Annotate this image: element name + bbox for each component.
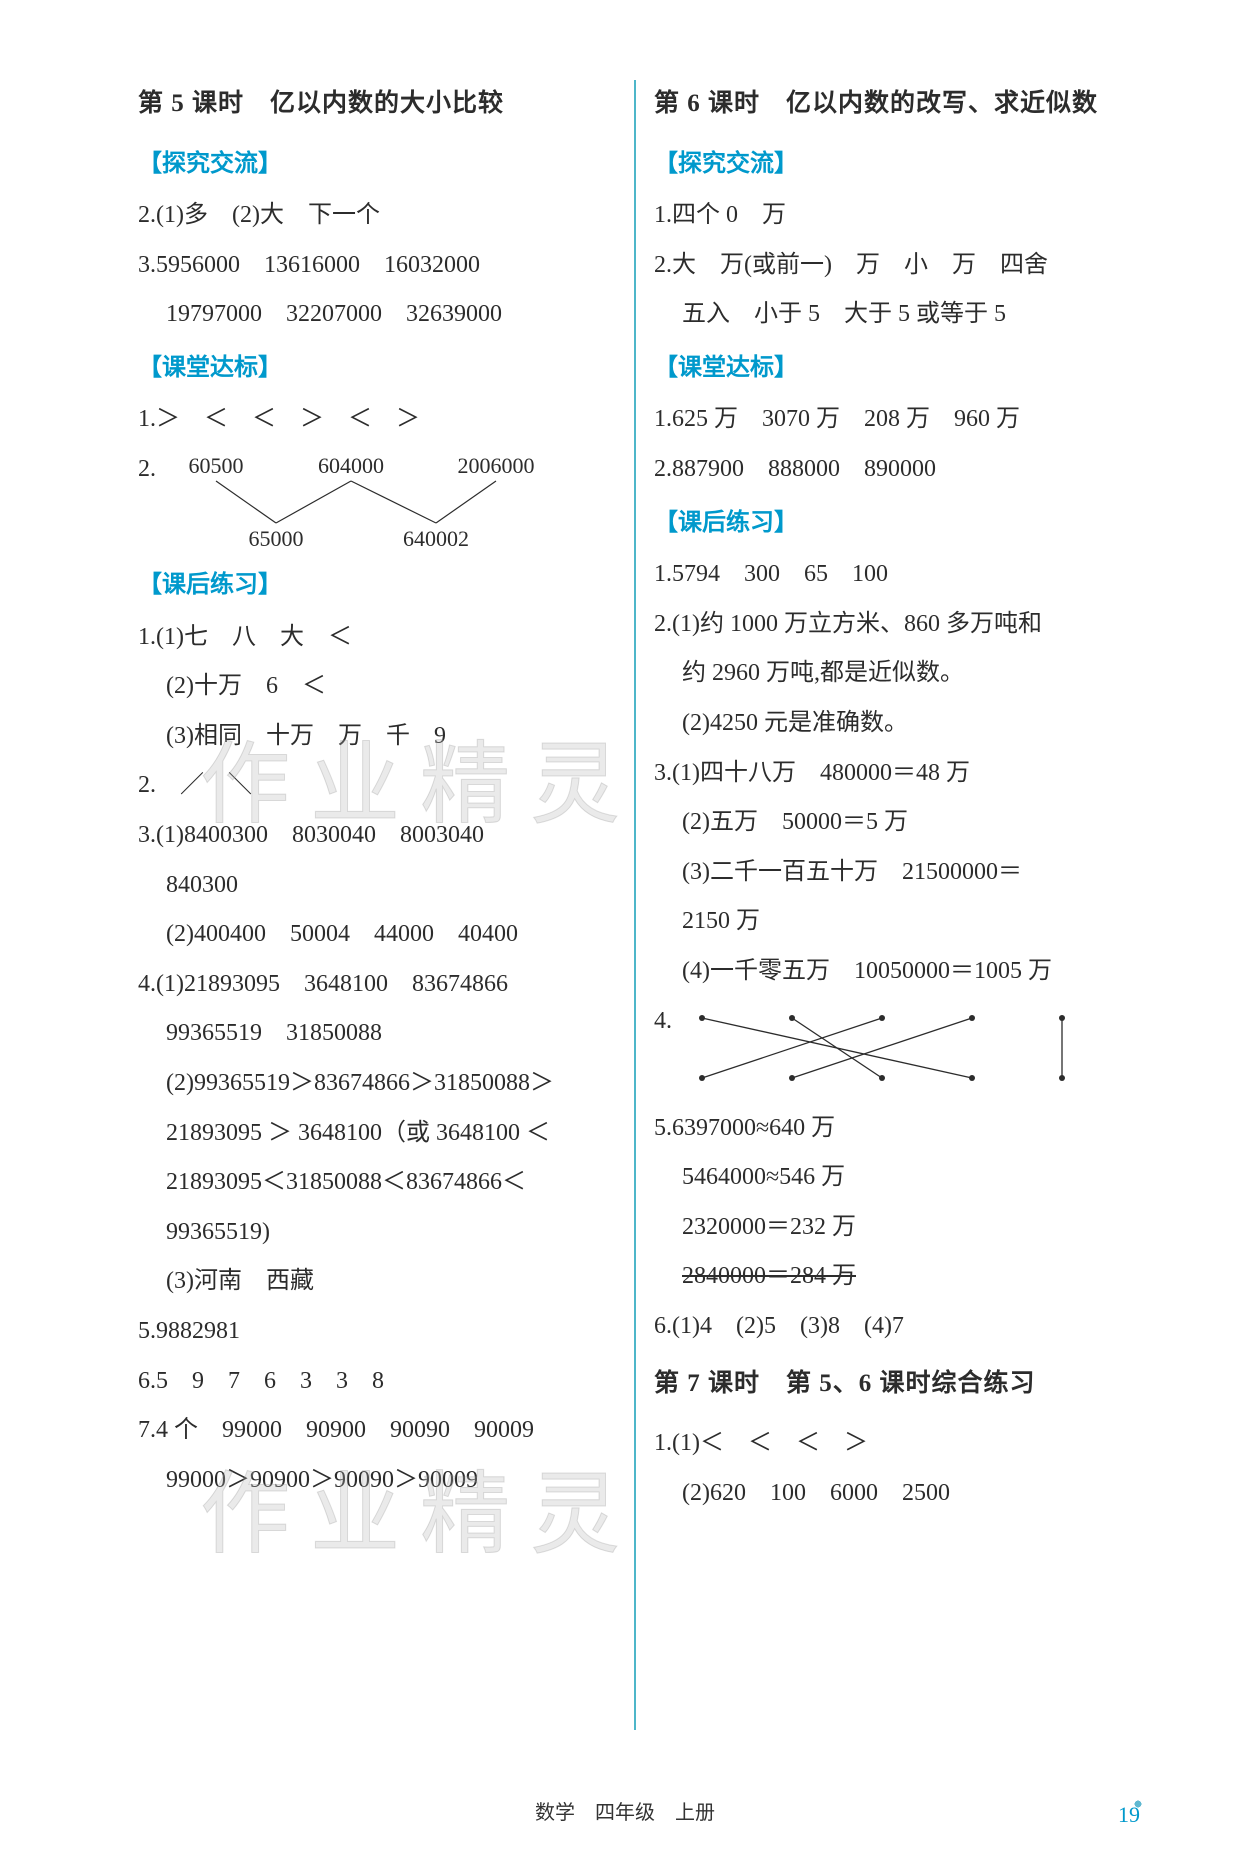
text-line: (2)十万 6 ＜ — [138, 664, 616, 710]
text-line: 6.5 9 7 6 3 3 8 — [138, 1359, 616, 1405]
text-line: 1.＞ ＜ ＜ ＞ ＜ ＞ — [138, 397, 616, 443]
text-line: 2.大 万(或前一) 万 小 万 四舍 — [654, 243, 1132, 289]
item-number: 4. — [654, 999, 672, 1045]
matching-row: 4. — [654, 999, 1132, 1102]
text-line: (2)五万 50000＝5 万 — [654, 800, 1132, 846]
right-column: 第 6 课时 亿以内数的改写、求近似数 【探究交流】 1.四个 0 万 2.大 … — [636, 80, 1150, 1730]
text-line: 约 2960 万吨,都是近似数。 — [654, 651, 1132, 697]
text-line: (3)相同 十万 万 千 9 — [138, 714, 616, 760]
left-practice-header: 【课后练习】 — [138, 563, 616, 609]
text-line: 1.(1)＜ ＜ ＜ ＞ — [654, 1421, 1132, 1467]
item-number: 2. — [138, 447, 156, 493]
text-line: (2)620 100 6000 2500 — [654, 1471, 1132, 1517]
page-number: 19 — [1118, 1794, 1140, 1836]
left-class-header: 【课堂达标】 — [138, 346, 616, 392]
svg-text:2006000: 2006000 — [458, 453, 535, 478]
right-explore-header: 【探究交流】 — [654, 142, 1132, 188]
text-line: 19797000 32207000 32639000 — [138, 292, 616, 338]
matching-diagram — [672, 1003, 1092, 1098]
text-line: 5.9882981 — [138, 1309, 616, 1355]
text-line: 5464000≈546 万 — [654, 1155, 1132, 1201]
text-line: 21893095＜31850088＜83674866＜ — [138, 1160, 616, 1206]
text-line: 3.5956000 13616000 16032000 — [138, 243, 616, 289]
text-line: 3.(1)四十八万 480000＝48 万 — [654, 751, 1132, 797]
text-line: (4)一千零五万 10050000＝1005 万 — [654, 949, 1132, 995]
text-line: (2)400400 50004 44000 40400 — [138, 912, 616, 958]
lesson-5-title: 第 5 课时 亿以内数的大小比较 — [138, 80, 616, 128]
text-line: 840300 — [138, 863, 616, 909]
text-line: 2150 万 — [654, 899, 1132, 945]
text-line: (3)二千一百五十万 21500000＝ — [654, 850, 1132, 896]
left-explore-header: 【探究交流】 — [138, 142, 616, 188]
text-line: 五入 小于 5 大于 5 或等于 5 — [654, 292, 1132, 338]
two-column-layout: 第 5 课时 亿以内数的大小比较 【探究交流】 2.(1)多 (2)大 下一个 … — [120, 80, 1150, 1730]
lesson-7-title: 第 7 课时 第 5、6 课时综合练习 — [654, 1360, 1132, 1408]
text-line: 2320000＝232 万 — [654, 1205, 1132, 1251]
text-line: 2.(1)约 1000 万立方米、860 多万吨和 — [654, 602, 1132, 648]
svg-text:65000: 65000 — [249, 526, 304, 551]
page-footer: 数学 四年级 上册 — [0, 1794, 1250, 1832]
text-line: 1.四个 0 万 — [654, 193, 1132, 239]
text-line: 7.4 个 99000 90900 90090 90009 — [138, 1408, 616, 1454]
text-line: 2.(1)多 (2)大 下一个 — [138, 193, 616, 239]
right-class-header: 【课堂达标】 — [654, 346, 1132, 392]
text-line: 5.6397000≈640 万 — [654, 1106, 1132, 1152]
text-line: (2)4250 元是准确数。 — [654, 701, 1132, 747]
text-line: 6.(1)4 (2)5 (3)8 (4)7 — [654, 1304, 1132, 1350]
text-line-struck: 2840000＝284 万 — [654, 1254, 1132, 1300]
text-line: (3)河南 西藏 — [138, 1259, 616, 1305]
text-line: 99365519 31850088 — [138, 1011, 616, 1057]
text-line: 2. ／ ＼ — [138, 763, 616, 809]
svg-text:604000: 604000 — [318, 453, 384, 478]
text-line: 99000＞90900＞90090＞90009 — [138, 1458, 616, 1504]
zigzag-diagram: 60500 604000 2006000 65000 640002 — [156, 451, 576, 551]
text-line: 1.625 万 3070 万 208 万 960 万 — [654, 397, 1132, 443]
left-column: 第 5 课时 亿以内数的大小比较 【探究交流】 2.(1)多 (2)大 下一个 … — [120, 80, 636, 1730]
text-line: 21893095 ＞ 3648100（或 3648100 ＜ — [138, 1111, 616, 1157]
text-line: 1.5794 300 65 100 — [654, 552, 1132, 598]
text-line: 1.(1)七 八 大 ＜ — [138, 615, 616, 661]
text-line: 99365519) — [138, 1210, 616, 1256]
lesson-6-title: 第 6 课时 亿以内数的改写、求近似数 — [654, 80, 1132, 128]
svg-text:640002: 640002 — [403, 526, 469, 551]
text-line: 4.(1)21893095 3648100 83674866 — [138, 962, 616, 1008]
svg-text:60500: 60500 — [189, 453, 244, 478]
right-practice-header: 【课后练习】 — [654, 501, 1132, 547]
text-line: 3.(1)8400300 8030040 8003040 — [138, 813, 616, 859]
text-line: (2)99365519＞83674866＞31850088＞ — [138, 1061, 616, 1107]
diagram-row: 2. 60500 604000 2006000 65000 640002 — [138, 447, 616, 555]
text-line: 2.887900 888000 890000 — [654, 447, 1132, 493]
